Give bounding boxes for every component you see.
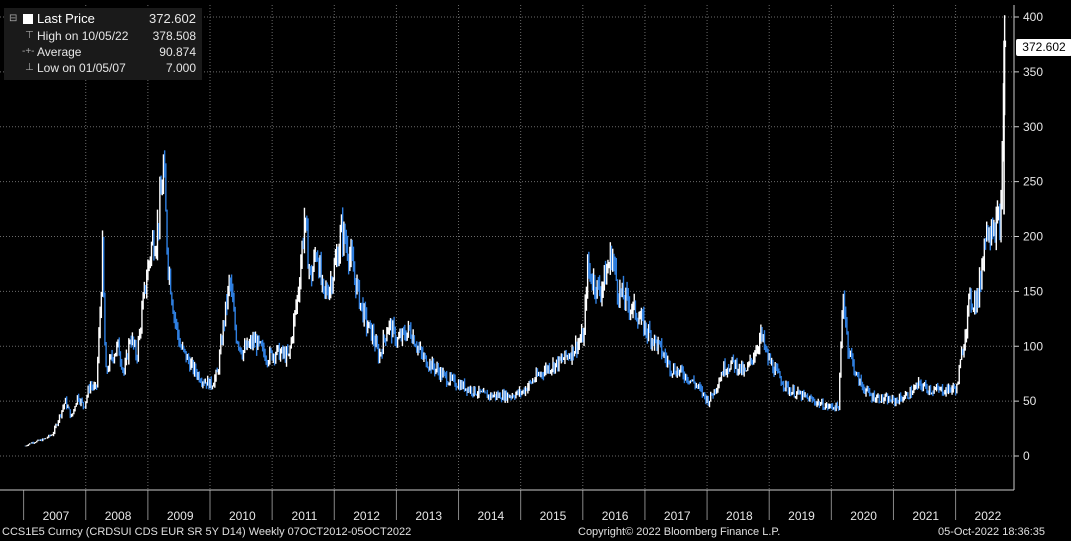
- last-price-label: Last Price: [37, 11, 95, 26]
- low-label: Low on 01/05/07: [37, 61, 126, 75]
- y-tick-label: 250: [1023, 175, 1043, 189]
- last-price-swatch-icon: [23, 14, 33, 24]
- last-price-value: 372.602: [149, 11, 196, 26]
- low-marker-icon: ⊥: [25, 62, 34, 73]
- average-label: Average: [37, 45, 82, 59]
- x-tick-label: 2012: [353, 509, 380, 523]
- y-tick-label: 400: [1023, 10, 1043, 24]
- x-tick-label: 2010: [229, 509, 256, 523]
- legend-high: ⊤ High on 10/05/22 378.508: [4, 28, 202, 44]
- average-marker-icon: -+-: [22, 46, 35, 57]
- legend-low: ⊥ Low on 01/05/07 7.000: [4, 60, 202, 76]
- x-tick-label: 2011: [292, 509, 318, 523]
- y-tick-label: 50: [1023, 394, 1037, 408]
- low-value: 7.000: [165, 61, 196, 75]
- x-tick-label: 2022: [975, 509, 1002, 523]
- average-value: 90.874: [159, 45, 196, 59]
- x-tick-label: 2018: [726, 509, 753, 523]
- x-tick-label: 2020: [850, 509, 877, 523]
- footer-copyright: Copyright© 2022 Bloomberg Finance L.P.: [578, 526, 781, 538]
- x-tick-label: 2017: [664, 509, 691, 523]
- axes: 0 50 100 150 200 250 300 350 400 2007 2008 2009 2010…: [0, 5, 1043, 523]
- legend-panel: ⊟ Last Price 372.602 ⊤ High on 10/05/22 …: [4, 8, 202, 80]
- x-tick-label: 2014: [477, 509, 504, 523]
- y-tick-label: 200: [1023, 230, 1043, 244]
- legend-average: -+- Average 90.874: [4, 44, 202, 60]
- price-series: [24, 15, 1007, 447]
- y-tick-label: 150: [1023, 284, 1043, 298]
- y-tick-label: 300: [1023, 120, 1043, 134]
- high-value: 378.508: [152, 29, 196, 43]
- x-tick-label: 2008: [105, 509, 132, 523]
- collapse-icon[interactable]: ⊟: [9, 13, 18, 24]
- x-tick-label: 2021: [912, 509, 939, 523]
- x-tick-label: 2016: [602, 509, 629, 523]
- x-tick-label: 2015: [540, 509, 567, 523]
- footer-ticker: CCS1E5 Curncy (CRDSUI CDS EUR SR 5Y D14)…: [2, 526, 412, 538]
- y-tick-label: 350: [1023, 65, 1043, 79]
- x-tick-label: 2007: [43, 509, 70, 523]
- x-tick-label: 2019: [788, 509, 815, 523]
- y-tick-label: 0: [1023, 449, 1030, 463]
- y-tick-label: 100: [1023, 339, 1043, 353]
- high-label: High on 10/05/22: [37, 29, 129, 43]
- legend-last-price: ⊟ Last Price 372.602: [4, 11, 202, 27]
- x-tick-label: 2009: [167, 509, 194, 523]
- footer-timestamp: 05-Oct-2022 18:36:35: [938, 526, 1046, 538]
- high-marker-icon: ⊤: [25, 30, 34, 41]
- x-tick-label: 2013: [415, 509, 442, 523]
- last-price-tag: 372.602: [1016, 39, 1071, 56]
